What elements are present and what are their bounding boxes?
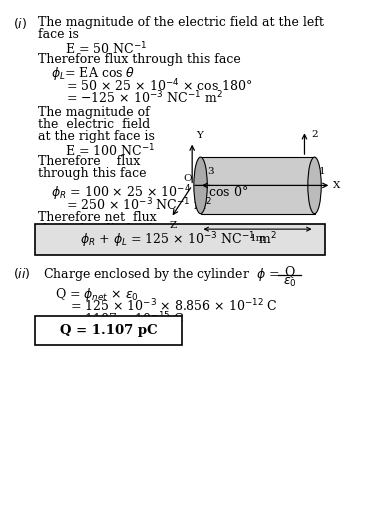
Text: $(ii)$: $(ii)$ <box>13 266 30 281</box>
Text: = 250 $\times$ 10$^{-3}$ NC$^{-1}$ m$^2$: = 250 $\times$ 10$^{-3}$ NC$^{-1}$ m$^2$ <box>67 196 213 213</box>
Text: Q = $\phi_{net}$ $\times$ $\varepsilon_0$: Q = $\phi_{net}$ $\times$ $\varepsilon_0… <box>55 285 138 303</box>
Text: 1m: 1m <box>249 235 266 243</box>
Text: face is: face is <box>38 28 79 41</box>
Text: = 125 $\times$ 10$^{-3}$ $\times$ 8.856 $\times$ 10$^{-12}$ C: = 125 $\times$ 10$^{-3}$ $\times$ 8.856 … <box>70 298 278 315</box>
Text: Z: Z <box>169 222 176 230</box>
Text: 2: 2 <box>311 131 318 139</box>
Text: through cylinder is: through cylinder is <box>38 223 159 236</box>
Text: X: X <box>333 181 340 190</box>
Text: The magnitude of the electric field at the left: The magnitude of the electric field at t… <box>38 16 324 29</box>
Text: at the right face is: at the right face is <box>38 131 155 144</box>
Text: $\phi_L$= EA cos $\theta$: $\phi_L$= EA cos $\theta$ <box>51 65 136 82</box>
Text: Therefore net  flux: Therefore net flux <box>38 211 157 224</box>
Text: Q = 1.107 pC: Q = 1.107 pC <box>60 324 157 337</box>
Text: Y: Y <box>196 131 203 140</box>
Text: O: O <box>184 174 192 183</box>
Text: = 50 $\times$ 25 $\times$ 10$^{-4}$ $\times$ cos 180°: = 50 $\times$ 25 $\times$ 10$^{-4}$ $\ti… <box>67 77 253 94</box>
Text: Therefore flux through this face: Therefore flux through this face <box>38 53 241 66</box>
Text: Q: Q <box>284 265 295 278</box>
Text: E = 100 NC$^{-1}$: E = 100 NC$^{-1}$ <box>65 142 155 159</box>
Text: through this face: through this face <box>38 167 147 180</box>
Bar <box>201 157 314 214</box>
Text: The magnitude of: The magnitude of <box>38 106 150 119</box>
FancyBboxPatch shape <box>35 224 324 255</box>
Text: the  electric  field: the electric field <box>38 118 150 131</box>
Text: Therefore    flux: Therefore flux <box>38 155 140 168</box>
Text: = $-$125 $\times$ 10$^{-3}$ NC$^{-1}$ m$^2$: = $-$125 $\times$ 10$^{-3}$ NC$^{-1}$ m$… <box>67 90 223 106</box>
Text: 3: 3 <box>207 167 214 176</box>
Text: $(i)$: $(i)$ <box>13 16 27 31</box>
Text: $\phi_R$ = 100 $\times$ 25 $\times$ 10$^{-4}$ $\times$ cos 0°: $\phi_R$ = 100 $\times$ 25 $\times$ 10$^… <box>51 184 249 203</box>
Ellipse shape <box>308 157 321 214</box>
Text: Charge enclosed by the cylinder  $\phi$ =: Charge enclosed by the cylinder $\phi$ = <box>43 266 280 283</box>
Text: $\phi_R$ + $\phi_L$ = 125 $\times$ 10$^{-3}$ NC$^{-1}$ m$^2$: $\phi_R$ + $\phi_L$ = 125 $\times$ 10$^{… <box>80 230 277 250</box>
Text: E = 50 NC$^{-1}$: E = 50 NC$^{-1}$ <box>65 41 147 57</box>
Text: 1: 1 <box>319 167 325 176</box>
Text: $\varepsilon_0$: $\varepsilon_0$ <box>283 276 296 289</box>
Text: = 1107 $\times$ 10$^{-15}$ C: = 1107 $\times$ 10$^{-15}$ C <box>70 310 184 327</box>
FancyBboxPatch shape <box>35 316 182 345</box>
Ellipse shape <box>194 157 207 214</box>
